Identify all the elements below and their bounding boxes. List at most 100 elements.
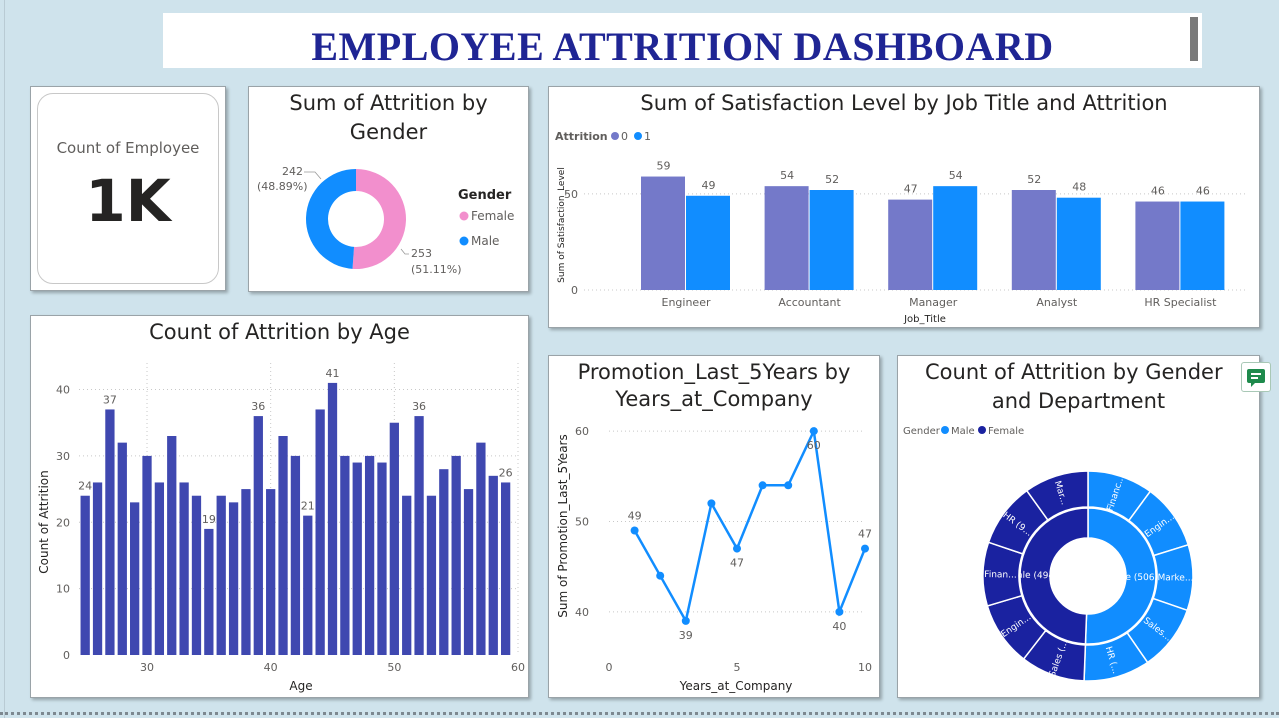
legend-label-attr1[interactable]: 1 xyxy=(644,130,651,143)
promo-point[interactable] xyxy=(861,544,869,553)
age-bar[interactable] xyxy=(253,416,263,655)
sunburst-card[interactable]: Count of Attrition by Gender and Departm… xyxy=(897,355,1260,698)
sat-bar[interactable] xyxy=(1135,201,1180,290)
sat-bar[interactable] xyxy=(641,176,685,290)
age-bar[interactable] xyxy=(142,455,152,655)
sat-bar[interactable] xyxy=(1011,190,1056,290)
age-data-label: 24 xyxy=(78,480,92,493)
sunburst-inner-male[interactable] xyxy=(1084,507,1157,645)
age-xtick-label: 50 xyxy=(387,661,401,674)
age-bar[interactable] xyxy=(315,409,325,655)
promotion-card[interactable]: Promotion_Last_5Years by Years_at_Compan… xyxy=(548,355,880,698)
sat-xtick-label: HR Specialist xyxy=(1144,296,1217,309)
sat-bar[interactable] xyxy=(888,199,933,290)
promo-point[interactable] xyxy=(835,607,844,616)
sat-bar[interactable] xyxy=(1180,201,1225,290)
promotion-chart[interactable]: Sum of Promotion_Last_5Years Years_at_Co… xyxy=(549,356,879,697)
donut-label-female-pct: (51.11%) xyxy=(411,263,462,276)
age-bar[interactable] xyxy=(228,502,239,655)
age-bar[interactable] xyxy=(500,482,511,655)
donut-label-male-pct: (48.89%) xyxy=(257,180,308,193)
promo-point[interactable] xyxy=(681,616,690,625)
sunburst-outer-label: Finan... xyxy=(984,570,1017,581)
age-bar[interactable] xyxy=(290,455,301,655)
age-bar[interactable] xyxy=(216,495,226,655)
age-bar[interactable] xyxy=(241,489,251,655)
age-bar[interactable] xyxy=(154,482,165,655)
sun-legend-label-female[interactable]: Female xyxy=(988,426,1024,437)
age-bar[interactable] xyxy=(377,462,387,655)
sat-bar[interactable] xyxy=(1056,197,1101,290)
sat-data-label: 46 xyxy=(1151,185,1165,198)
promo-series-line[interactable] xyxy=(633,426,867,625)
sunburst-inner-female[interactable] xyxy=(1019,507,1089,645)
age-bar[interactable] xyxy=(364,455,375,655)
promo-point[interactable] xyxy=(707,499,716,508)
legend-marker-attr0 xyxy=(611,132,619,140)
age-bar[interactable] xyxy=(476,442,486,655)
donut-slice-female[interactable] xyxy=(352,169,407,269)
age-bar[interactable] xyxy=(463,489,474,655)
age-bar[interactable] xyxy=(488,475,498,655)
sun-legend-label-male[interactable]: Male xyxy=(951,426,975,437)
kpi-card[interactable]: Count of Employee 1K xyxy=(30,86,226,291)
age-bar[interactable] xyxy=(130,502,140,655)
age-bar[interactable] xyxy=(179,482,189,655)
age-bar[interactable] xyxy=(389,422,399,655)
header-scrollbar[interactable] xyxy=(1190,17,1198,61)
age-bar[interactable] xyxy=(167,436,177,655)
age-bar[interactable] xyxy=(80,495,90,655)
promo-ytick-label: 50 xyxy=(575,515,589,528)
sat-xtick-label: Analyst xyxy=(1036,296,1078,309)
age-bar[interactable] xyxy=(451,455,461,655)
donut-chart[interactable]: Gender Female Male 242 (48.89%) 253 (51.… xyxy=(249,87,528,291)
comment-icon[interactable] xyxy=(1241,362,1271,392)
promo-point[interactable] xyxy=(784,481,793,490)
promo-point[interactable] xyxy=(758,481,767,490)
legend-label-male[interactable]: Male xyxy=(471,234,499,248)
sat-xtick-label: Manager xyxy=(909,296,958,309)
age-bar[interactable] xyxy=(92,482,103,655)
sat-ylabel: Sum of Satisfaction_Level xyxy=(557,167,567,283)
age-bar[interactable] xyxy=(266,489,276,655)
age-bar[interactable] xyxy=(402,495,412,655)
age-xtick-label: 40 xyxy=(264,661,278,674)
promo-xtick-label: 0 xyxy=(606,661,613,674)
sat-bar[interactable] xyxy=(686,195,730,290)
legend-label-attr0[interactable]: 0 xyxy=(621,130,628,143)
age-bar[interactable] xyxy=(105,409,115,655)
age-chart[interactable]: Count of Attrition Age 0 10 20 30 40 30 40 50 60… xyxy=(31,316,528,697)
legend-marker-male xyxy=(459,236,469,246)
age-card[interactable]: Count of Attrition by Age Count of Attri… xyxy=(30,315,529,698)
sat-bar[interactable] xyxy=(764,186,809,290)
age-bar[interactable] xyxy=(117,442,127,655)
age-bar[interactable] xyxy=(352,462,362,655)
donut-leader-female xyxy=(400,248,409,255)
age-bar[interactable] xyxy=(439,469,449,655)
age-bar[interactable] xyxy=(414,416,424,655)
age-bar[interactable] xyxy=(191,495,202,655)
promo-point[interactable] xyxy=(809,427,818,436)
age-bar[interactable] xyxy=(204,528,214,655)
age-bar[interactable] xyxy=(303,515,313,655)
donut-card[interactable]: Sum of Attrition by Gender Gender Female… xyxy=(248,86,529,292)
sunburst-chart[interactable]: Gender Male Female Male (506,00) Female (… xyxy=(898,356,1259,697)
age-ytick-label: 0 xyxy=(63,649,70,662)
legend-label-female[interactable]: Female xyxy=(471,209,514,223)
promo-point[interactable] xyxy=(656,571,665,580)
donut-legend-title: Gender xyxy=(458,188,512,203)
age-bar[interactable] xyxy=(278,436,288,655)
dashboard-title: EMPLOYEE ATTRITION DASHBOARD xyxy=(311,24,1054,69)
satisfaction-chart[interactable]: Attrition 0 1 Sum of Satisfaction_Level … xyxy=(549,87,1259,327)
promo-point[interactable] xyxy=(630,526,639,535)
age-bar[interactable] xyxy=(327,382,338,655)
sat-bar[interactable] xyxy=(933,186,978,290)
sat-bar[interactable] xyxy=(809,190,854,290)
sunburst-outer-segment[interactable] xyxy=(1025,470,1089,521)
age-bar[interactable] xyxy=(426,495,437,655)
donut-slice-male[interactable] xyxy=(306,169,356,269)
promo-xtick-label: 5 xyxy=(734,661,741,674)
promo-point[interactable] xyxy=(733,544,741,553)
satisfaction-card[interactable]: Sum of Satisfaction Level by Job Title a… xyxy=(548,86,1260,328)
age-bar[interactable] xyxy=(340,455,350,655)
